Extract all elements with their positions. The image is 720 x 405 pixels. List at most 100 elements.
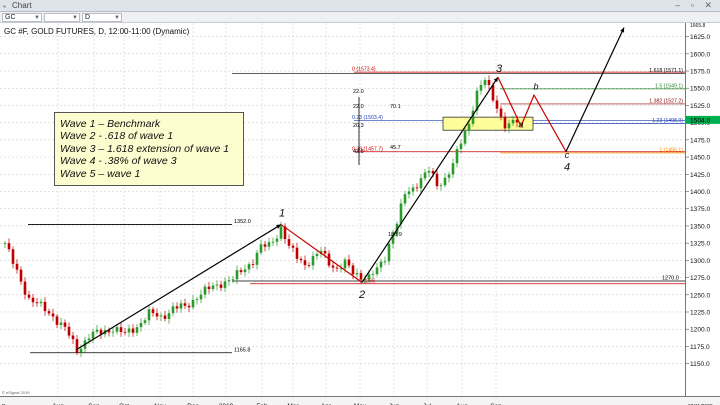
candle-body (63, 322, 67, 327)
candle-body (435, 173, 439, 187)
y-tick-label: 1475.0 (690, 137, 711, 144)
candle-body (39, 301, 43, 304)
candle-body (171, 306, 175, 314)
candle-body (427, 170, 431, 173)
candle-body (167, 313, 171, 319)
chart-title: GC #F, GOLD FUTURES, D, 12:00-11:00 (Dyn… (4, 27, 190, 36)
window-menu-icon[interactable]: ▪ (3, 2, 6, 11)
y-tick-label: 1325.0 (690, 241, 711, 248)
y-top-label: 1665.8 (690, 23, 706, 29)
fib-label: 1.382 (1527.2) (649, 98, 683, 104)
candle-body (295, 247, 299, 259)
candle-body (139, 322, 143, 328)
candle-body (511, 119, 515, 124)
fib-label: 0.38 (1457.7) (352, 146, 383, 152)
x-tick-label: Feb (256, 403, 268, 405)
candle-body (351, 265, 355, 275)
candle-body (267, 242, 271, 247)
measurement-label: 45.7 (390, 145, 401, 151)
y-tick-label: 1450.0 (690, 155, 711, 162)
candle-body (75, 339, 79, 353)
candle-body (59, 322, 63, 325)
y-tick-label: 1600.0 (690, 51, 711, 58)
y-tick-label: 1400.0 (690, 189, 711, 196)
candle-body (119, 327, 123, 332)
note-line: Wave 1 – Benchmark (60, 118, 161, 130)
level-label: 1165.8 (234, 347, 250, 353)
note-line: Wave 5 – wave 1 (60, 167, 141, 180)
chevron-down-icon[interactable]: ▼ (34, 15, 40, 21)
fib-label: 1.23 (1498.9) (652, 118, 683, 124)
candle-body (135, 327, 139, 333)
symbol-input[interactable]: GC ▼ (2, 13, 42, 22)
candle-body (175, 306, 179, 309)
candle-body (423, 172, 427, 179)
measurement-label: 22.0 (353, 104, 364, 110)
candle-body (163, 315, 167, 319)
interval-select[interactable]: D ▼ (82, 13, 122, 22)
candle-body (251, 264, 255, 265)
candle-body (55, 316, 59, 325)
chevron-down-icon[interactable]: ▼ (114, 15, 120, 21)
fib-label: 0 (1573.4) (352, 67, 376, 73)
candle-body (399, 203, 403, 224)
candle-body (335, 267, 339, 269)
candle-body (359, 273, 363, 280)
blank-field[interactable]: ▼ (44, 13, 80, 22)
candle-body (475, 90, 479, 111)
time-axis[interactable]: Aug Sep Oct Nov Dec 2019 Feb Mar Apr May Jun Jul Aug… (0, 396, 720, 405)
y-tick-label: 1425.0 (690, 172, 711, 179)
wave5-arrow-head (620, 27, 625, 33)
candle-body (347, 259, 351, 266)
y-tick-label: 1525.0 (690, 103, 711, 110)
wave3-arrow-head (493, 77, 498, 83)
x-tick-label: Oct (119, 403, 129, 405)
fib-label: 0.23 (1503.4) (352, 115, 383, 121)
candle-body (7, 243, 11, 250)
watermark: © eSignal 2019 (2, 390, 30, 395)
y-tick-label: 1250.0 (690, 292, 711, 299)
note-line: Wave 3 – 1.618 extension of wave 1 (60, 142, 230, 155)
fib-label: 1 (1456.1) (659, 147, 683, 153)
candle-body (87, 338, 91, 341)
candle-body (35, 302, 39, 304)
candle-body (271, 241, 275, 243)
y-tick-label: 1200.0 (690, 327, 711, 334)
candle-body (507, 123, 511, 129)
candle-body (439, 185, 443, 187)
y-tick-label: 1150.0 (690, 361, 710, 368)
candle-body (339, 268, 343, 270)
wave-label: 4 (564, 162, 570, 174)
candle-body (379, 261, 383, 268)
candle-body (207, 286, 211, 290)
candle-body (403, 194, 407, 204)
candle-body (235, 270, 239, 280)
price-axis[interactable]: 1150.0 1175.0 1200.0 1225.0 1250.0 1275.0 1300… (685, 17, 720, 396)
window-titlebar: ▪ Chart – ▫ ✕ (0, 0, 720, 12)
candle-body (243, 269, 247, 273)
candle-body (127, 328, 131, 333)
y-tick-label: 1225.0 (690, 309, 711, 316)
chevron-down-icon[interactable]: ▼ (72, 15, 78, 21)
gridlines (0, 19, 685, 396)
candle-body (3, 243, 7, 244)
candle-body (283, 226, 287, 240)
candle-body (183, 303, 187, 306)
current-price-label: 1504.0 (690, 117, 711, 124)
candle-body (91, 331, 95, 339)
chart-toolbar: GC ▼ ▼ D ▼ (0, 12, 720, 23)
window-controls[interactable]: – ▫ ✕ (675, 0, 716, 10)
candle-body (223, 281, 227, 288)
candle-body (215, 284, 219, 286)
interval-value: D (85, 14, 91, 21)
candle-body (451, 163, 455, 175)
wave1-arrow (75, 224, 282, 351)
candle-body (443, 177, 447, 186)
candle-body (327, 253, 331, 266)
candle-body (467, 123, 471, 131)
candle-body (23, 281, 27, 295)
candle-body (247, 264, 251, 270)
candle-body (291, 245, 295, 248)
